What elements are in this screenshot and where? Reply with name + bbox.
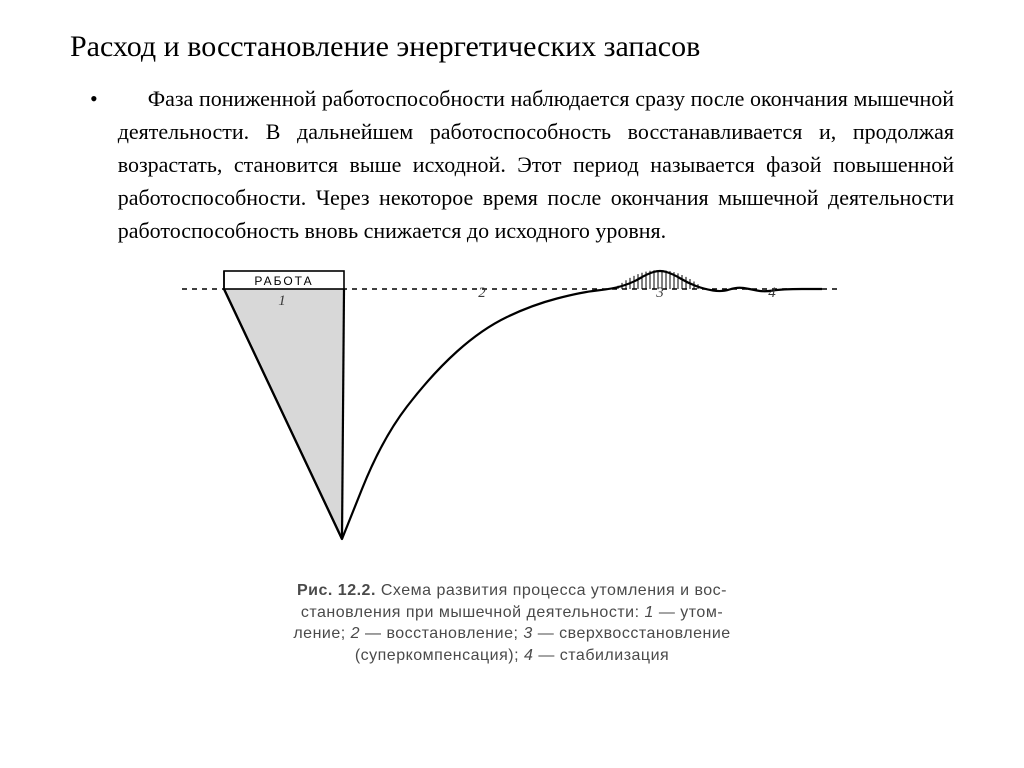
figure-caption: Рис. 12.2. Схема развития процесса утомл… — [182, 580, 842, 666]
diagram-container: РАБОТА 1 2 3 4 Рис. 12.2. Схема развития про… — [70, 259, 954, 666]
phase-label-1: 1 — [278, 293, 286, 309]
phase-label-4: 4 — [768, 285, 776, 301]
fatigue-recovery-chart: РАБОТА 1 2 3 4 — [182, 259, 842, 569]
work-box-label: РАБОТА — [254, 274, 313, 288]
phase-label-2: 2 — [478, 285, 486, 301]
body-paragraph: Фаза пониженной работоспособности наблюд… — [118, 82, 954, 247]
bullet-marker: • — [90, 82, 98, 115]
phase-label-3: 3 — [655, 285, 664, 301]
page-title: Расход и восстановление энергетических з… — [70, 30, 954, 64]
body-paragraph-block: • Фаза пониженной работоспособности набл… — [90, 82, 954, 247]
